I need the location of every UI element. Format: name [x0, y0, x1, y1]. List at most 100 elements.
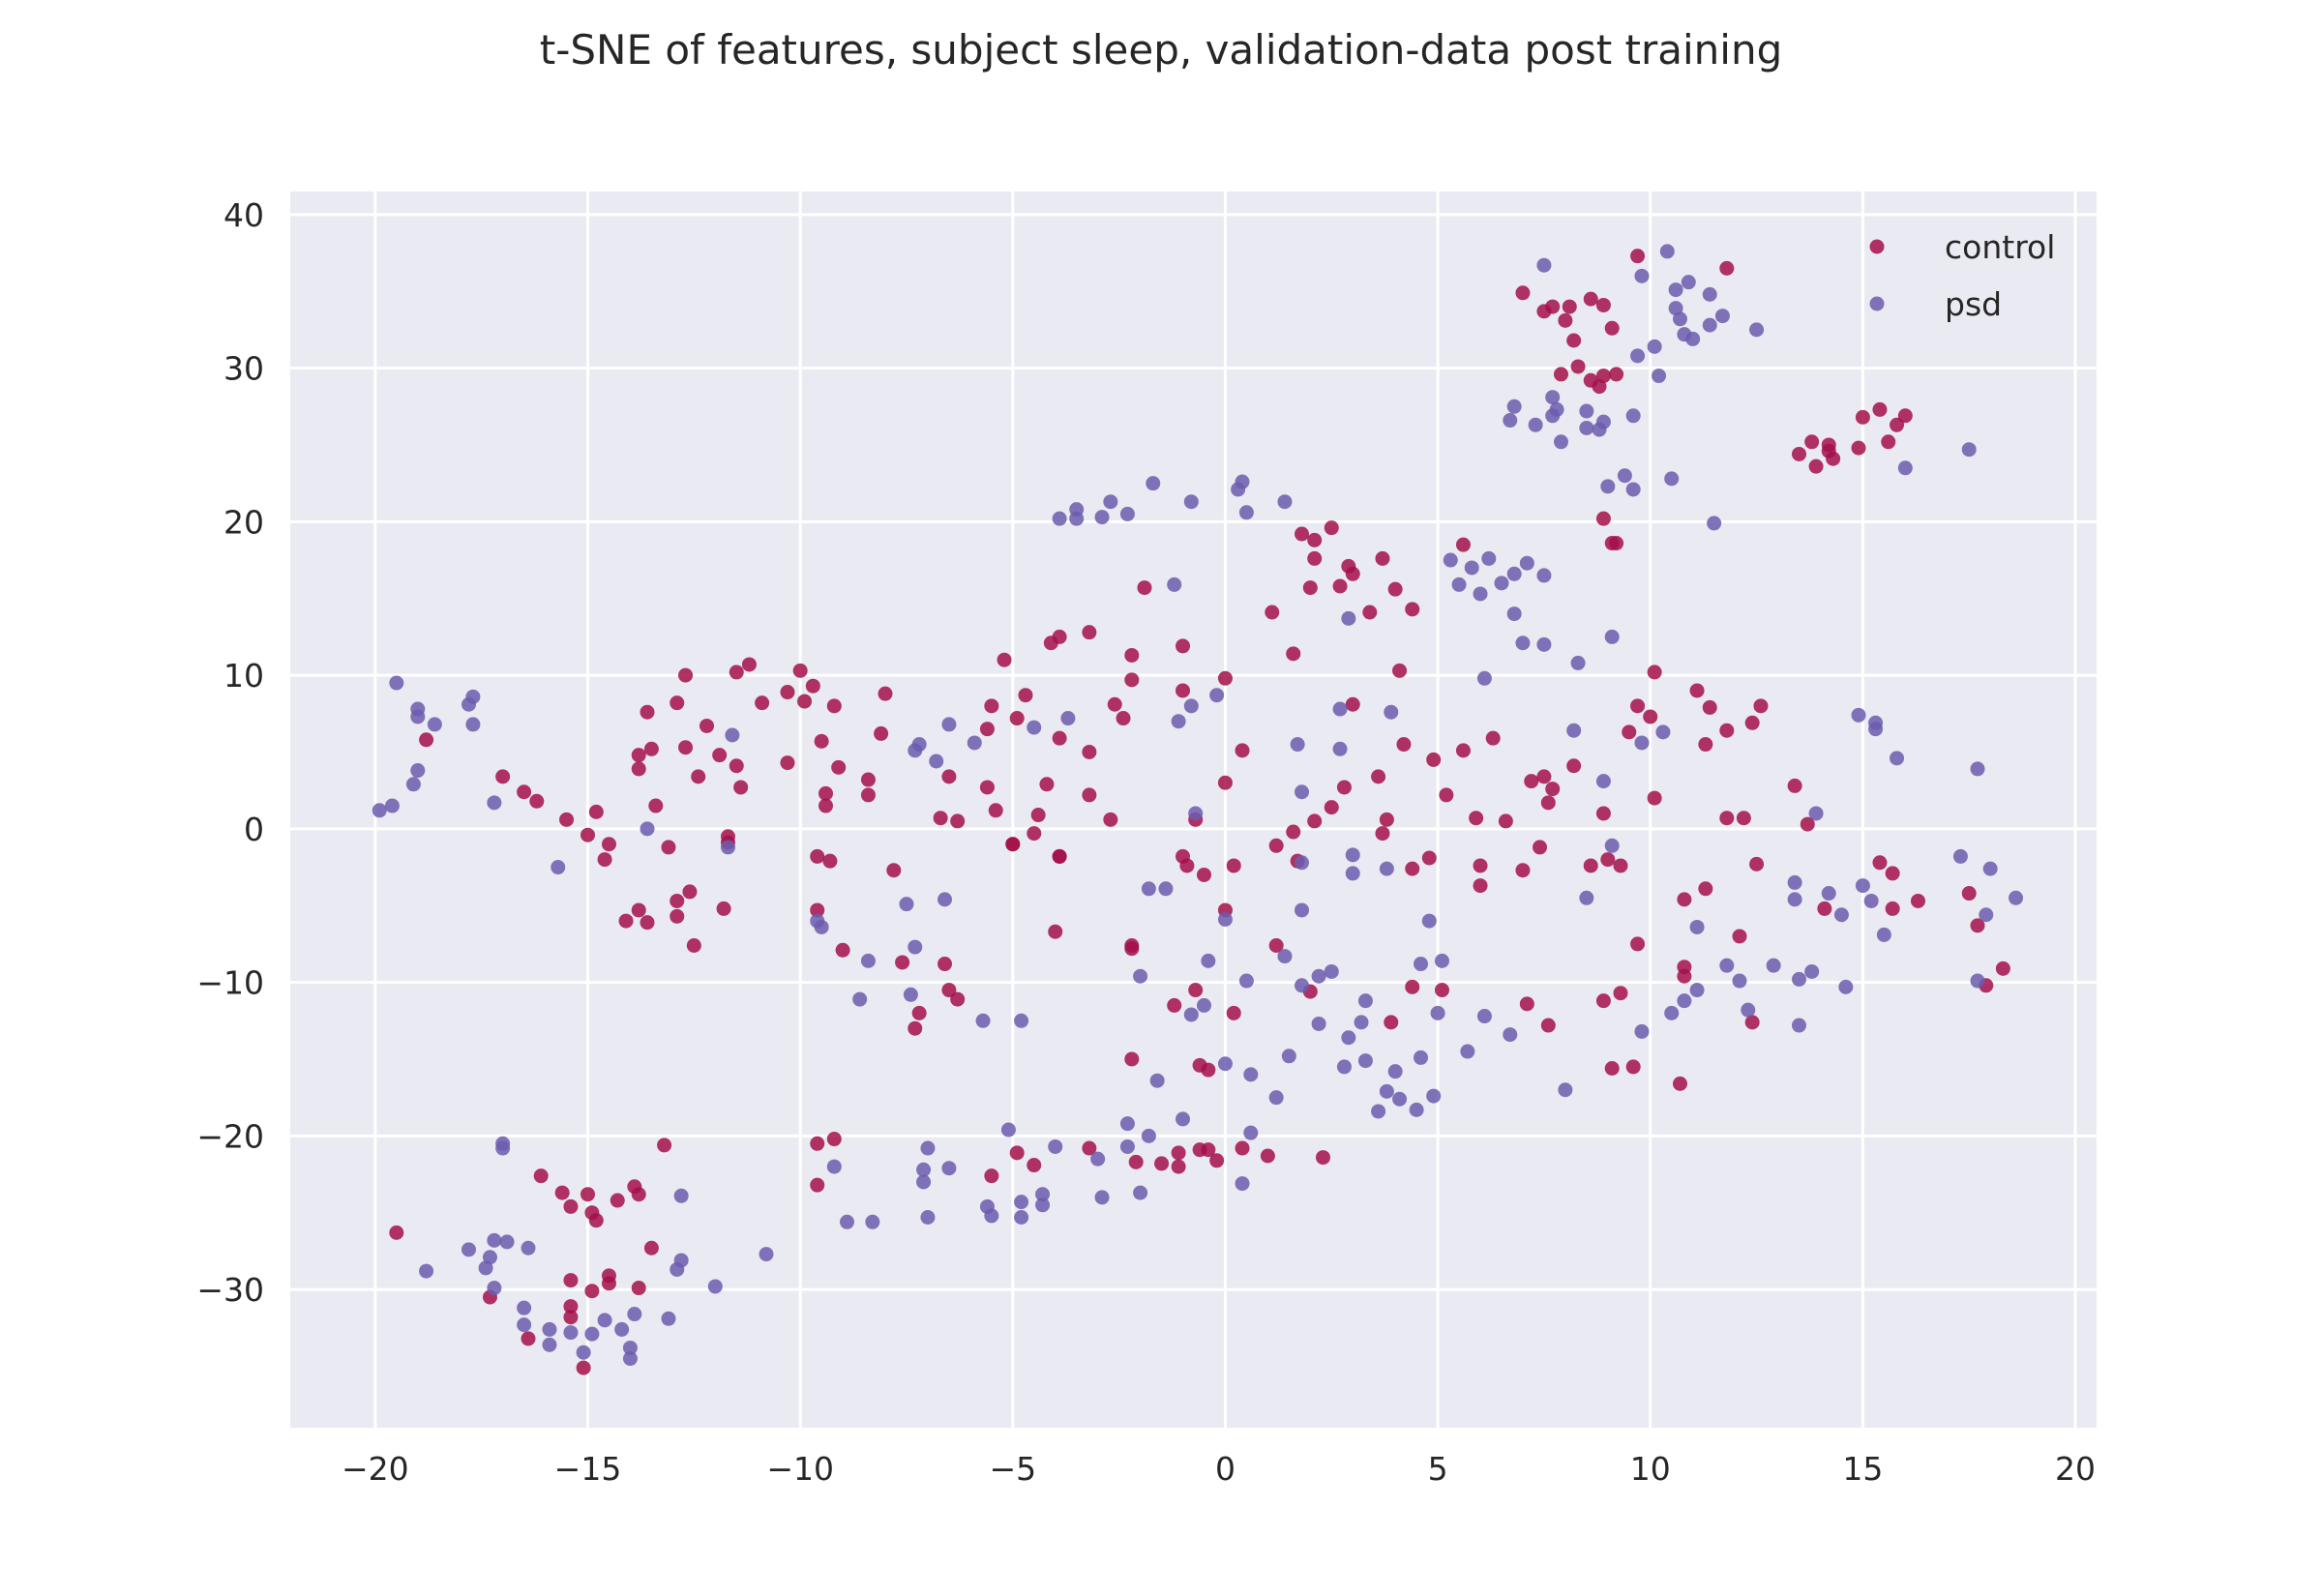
control-point: [686, 938, 701, 954]
psd-point: [1048, 1138, 1063, 1154]
psd-point: [1503, 1027, 1518, 1043]
control-point: [729, 665, 744, 680]
psd-point: [984, 1208, 999, 1224]
psd-point: [1357, 993, 1373, 1009]
psd-point: [1549, 401, 1564, 417]
control-point: [1910, 893, 1925, 908]
control-point: [810, 848, 825, 864]
control-point: [1473, 878, 1488, 894]
control-point: [810, 902, 825, 918]
control-point: [1719, 723, 1735, 738]
control-point: [1808, 458, 1824, 474]
psd-point: [1149, 1073, 1165, 1088]
psd-point: [1634, 735, 1650, 751]
control-point: [1171, 1159, 1186, 1174]
psd-point: [1655, 724, 1671, 740]
psd-point: [1702, 286, 1717, 302]
psd-point: [1371, 1104, 1386, 1119]
control-point: [755, 695, 770, 711]
psd-point: [1052, 511, 1067, 526]
psd-point: [1664, 1005, 1680, 1020]
control-point: [1396, 737, 1412, 753]
psd-point: [1119, 506, 1135, 521]
psd-point: [1702, 317, 1717, 333]
psd-point: [1443, 552, 1458, 568]
control-point: [661, 840, 676, 855]
control-point: [1881, 434, 1896, 450]
psd-point: [1982, 861, 1998, 876]
control-point: [1039, 777, 1055, 792]
psd-point: [1791, 971, 1806, 987]
psd-point: [908, 939, 923, 955]
psd-point: [1295, 855, 1310, 871]
psd-point: [1681, 275, 1696, 290]
psd-point: [1332, 701, 1348, 717]
control-point: [997, 652, 1012, 667]
control-point: [1736, 811, 1751, 826]
psd-point: [1647, 339, 1662, 354]
control-point: [1485, 730, 1501, 746]
psd-point: [614, 1321, 630, 1337]
control-point: [648, 798, 664, 813]
psd-point: [542, 1337, 557, 1352]
psd-point: [1868, 722, 1884, 737]
psd-point: [1171, 714, 1186, 729]
psd-point: [1634, 1023, 1650, 1039]
control-point: [1817, 901, 1832, 916]
psd-point: [1808, 806, 1824, 821]
control-point: [618, 913, 634, 929]
psd-point: [1119, 1116, 1135, 1132]
psd-point: [640, 821, 655, 837]
y-tick-label: −30: [196, 1271, 264, 1309]
control-point: [874, 725, 889, 741]
psd-point: [1014, 1013, 1029, 1028]
psd-point: [1451, 576, 1467, 592]
x-axis-ticks: −20 −15 −10 −5 0 5 10 15 20: [342, 1450, 2096, 1488]
control-point: [1545, 299, 1561, 314]
control-point: [1124, 647, 1140, 663]
psd-point: [1196, 997, 1211, 1013]
psd-point: [1060, 711, 1076, 726]
psd-point: [521, 1240, 536, 1256]
control-point: [1375, 826, 1390, 842]
psd-point: [389, 675, 404, 691]
control-point: [1217, 775, 1233, 790]
psd-point: [499, 1234, 515, 1250]
psd-point: [911, 737, 927, 753]
control-point: [1302, 580, 1318, 596]
control-point: [1124, 672, 1140, 688]
psd-point: [1235, 1176, 1250, 1192]
control-point: [938, 957, 953, 972]
psd-point: [1536, 257, 1552, 273]
psd-point: [1311, 1016, 1326, 1031]
psd-point: [1238, 973, 1254, 989]
control-point: [1421, 850, 1437, 866]
control-point: [601, 837, 616, 852]
control-point: [601, 1268, 616, 1284]
psd-point: [1379, 861, 1394, 876]
psd-point: [1141, 1128, 1156, 1143]
control-point: [831, 759, 847, 775]
control-point: [911, 1005, 927, 1020]
psd-point: [725, 727, 740, 743]
control-point: [1384, 1015, 1399, 1030]
psd-point: [1659, 244, 1675, 259]
control-point: [521, 1331, 536, 1346]
control-point: [810, 1177, 825, 1193]
control-point: [1566, 758, 1582, 774]
control-point: [670, 695, 685, 711]
control-point: [678, 740, 694, 755]
control-point: [1613, 986, 1628, 1001]
psd-point: [1238, 505, 1254, 520]
control-point: [780, 685, 795, 700]
psd-point: [1979, 907, 1994, 923]
psd-point: [597, 1313, 612, 1328]
control-point: [1027, 826, 1042, 842]
psd-point: [1503, 413, 1518, 429]
psd-point: [1103, 494, 1118, 510]
control-point: [1286, 646, 1301, 662]
control-point: [1128, 1154, 1144, 1169]
control-point: [1217, 670, 1233, 686]
control-point: [1570, 359, 1586, 374]
control-point: [1753, 698, 1769, 714]
